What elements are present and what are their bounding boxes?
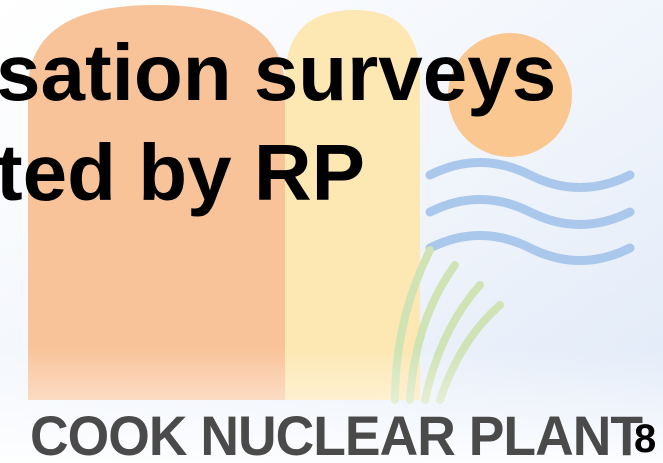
- title-line: ted by RP: [0, 128, 365, 217]
- page-number: 8: [634, 417, 656, 461]
- title-line: sation surveys: [0, 28, 556, 117]
- logo: COOK NUCLEAR PLANT: [30, 404, 643, 463]
